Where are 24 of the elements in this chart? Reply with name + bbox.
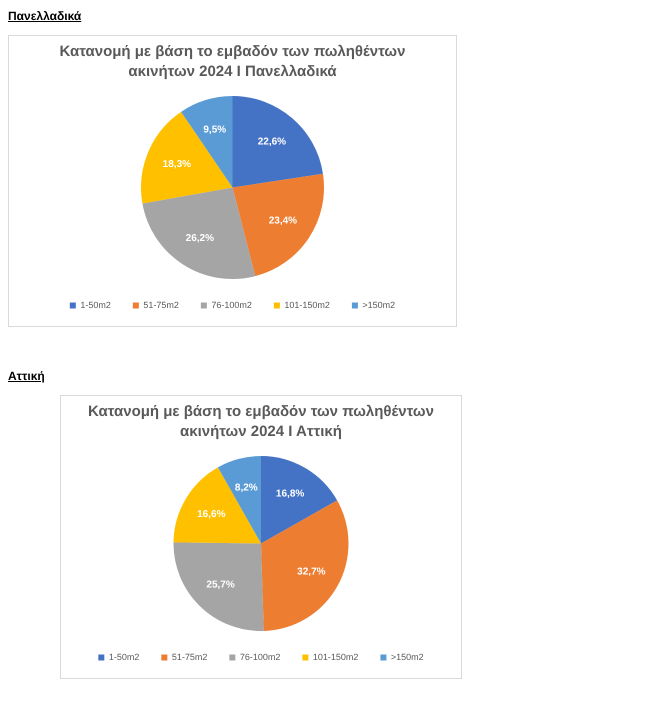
legend-label: >150m2 bbox=[362, 300, 396, 310]
data-label: 16,6% bbox=[197, 508, 226, 520]
text: Πανελλαδικά bbox=[8, 8, 82, 24]
data-label: 25,7% bbox=[206, 579, 235, 590]
data-label: 32,7% bbox=[297, 566, 326, 578]
legend-label: 1-50m2 bbox=[108, 652, 140, 662]
chart-title: Κατανομή με βάση το εμβαδόν των πωληθέντων ακινήτων 2024 Ι Πανελλαδικά bbox=[58, 42, 406, 82]
data-label: 9,5% bbox=[203, 124, 226, 136]
data-label: 18,3% bbox=[162, 158, 192, 170]
text: Αττική bbox=[8, 368, 46, 384]
legend-label: 101-150m2 bbox=[312, 652, 358, 662]
data-label: 16,8% bbox=[276, 488, 304, 500]
chart-title: Κατανομή με βάση το εμβαδόν των πωληθέντων ακινήτων 2024 Ι Αττική bbox=[87, 402, 435, 442]
data-label: 22,6% bbox=[258, 136, 286, 148]
data-label: 23,4% bbox=[268, 216, 298, 227]
legend-label: 51-75m2 bbox=[172, 652, 208, 662]
legend-label: 1-50m2 bbox=[80, 300, 111, 310]
legend-label: 51-75m2 bbox=[143, 300, 179, 310]
data-label: 26,2% bbox=[186, 233, 214, 244]
legend-label: 76-100m2 bbox=[211, 300, 252, 310]
data-label: 8,2% bbox=[234, 482, 258, 494]
legend-label: 101-150m2 bbox=[284, 300, 330, 310]
legend-label: 76-100m2 bbox=[240, 652, 280, 662]
legend-label: >150m2 bbox=[390, 652, 424, 662]
